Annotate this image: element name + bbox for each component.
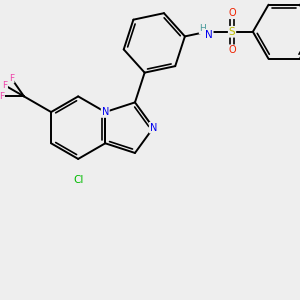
Text: N: N	[102, 107, 109, 117]
Text: F: F	[9, 74, 14, 82]
Text: S: S	[229, 27, 236, 37]
Text: Cl: Cl	[73, 175, 83, 185]
Text: N: N	[205, 30, 213, 40]
Text: O: O	[228, 8, 236, 18]
Text: H: H	[200, 24, 206, 33]
Text: F: F	[2, 81, 7, 90]
Text: O: O	[228, 45, 236, 55]
Text: F: F	[0, 92, 4, 101]
Text: N: N	[150, 123, 157, 133]
